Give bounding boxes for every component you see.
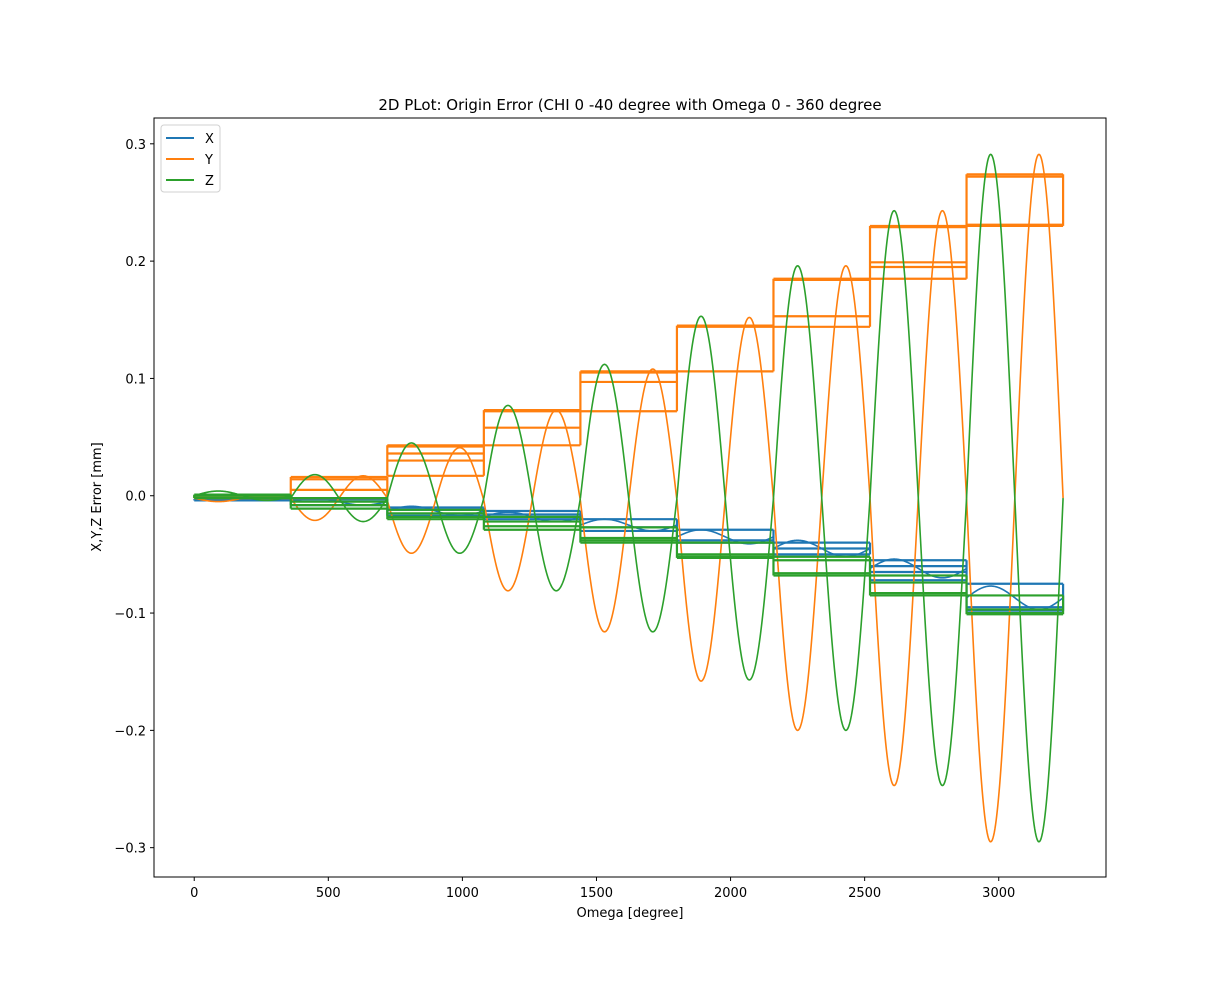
x-tick-label: 2500 xyxy=(848,886,881,901)
series-z-wave-7 xyxy=(869,209,968,787)
x-tick-label: 1000 xyxy=(446,886,479,901)
series-z-wave-3 xyxy=(483,404,582,592)
series-z-wave-2 xyxy=(386,442,485,555)
legend-label-x: X xyxy=(205,132,214,147)
series-x-wave-2 xyxy=(387,505,485,517)
y-tick-label: −0.3 xyxy=(114,842,146,857)
series-x-steps-7 xyxy=(868,559,968,582)
series-x-wave-8 xyxy=(966,585,1064,611)
series-layer xyxy=(193,153,1065,843)
series-z xyxy=(193,153,1065,843)
series-y-steps-4 xyxy=(579,370,679,413)
series-x-steps-8 xyxy=(965,582,1065,612)
y-axis: 0.3 0.2 0.1 0.0 −0.1 −0.2 −0.3 xyxy=(114,138,154,857)
x-tick-label: 0 xyxy=(190,886,198,901)
series-z-wave-4 xyxy=(579,363,678,633)
y-tick-label: 0.3 xyxy=(125,138,146,153)
x-axis-title: Omega [degree] xyxy=(577,906,684,921)
series-z-steps-6 xyxy=(772,555,872,577)
series-z-wave-6 xyxy=(772,264,871,732)
series-y-steps-3 xyxy=(482,409,582,447)
legend-label-y: Y xyxy=(204,153,213,168)
plot-frame xyxy=(153,117,1107,878)
series-z-steps-8 xyxy=(965,594,1065,616)
series-y-steps-7 xyxy=(868,224,968,280)
series-y-steps-6 xyxy=(772,277,872,328)
series-z-steps-3 xyxy=(482,515,582,531)
series-z-steps-7 xyxy=(868,574,968,597)
series-z-steps-2 xyxy=(386,508,485,521)
y-tick-label: −0.2 xyxy=(114,724,146,739)
legend-label-z: Z xyxy=(205,174,214,189)
x-axis: 0 500 1000 1500 2000 2500 3000 xyxy=(190,877,1015,901)
x-tick-label: 500 xyxy=(316,886,341,901)
series-x-wave-6 xyxy=(773,539,871,558)
series-x-wave-4 xyxy=(580,518,678,532)
y-tick-label: 0.1 xyxy=(125,372,146,387)
series-y-steps-8 xyxy=(965,173,1065,228)
y-tick-label: −0.1 xyxy=(114,607,146,622)
series-z-wave-8 xyxy=(965,153,1064,843)
x-tick-label: 3000 xyxy=(982,886,1015,901)
series-y-steps-5 xyxy=(675,324,775,373)
legend: XYZ xyxy=(160,124,221,193)
series-x-steps-3 xyxy=(482,509,582,521)
series-z-wave-0 xyxy=(194,490,291,502)
x-tick-label: 1500 xyxy=(580,886,613,901)
plot-area xyxy=(153,117,1107,878)
series-x-steps-0 xyxy=(193,498,292,502)
y-tick-label: 0.0 xyxy=(125,490,146,505)
y-tick-label: 0.2 xyxy=(125,255,146,270)
chart-title: 2D PLot: Origin Error (CHI 0 -40 degree … xyxy=(378,96,881,114)
series-z-steps-5 xyxy=(675,541,775,560)
series-z-steps-4 xyxy=(579,526,679,544)
series-z-wave-5 xyxy=(676,315,775,681)
series-y-steps-2 xyxy=(386,444,485,477)
y-axis-title: X,Y,Z Error [mm] xyxy=(90,442,105,551)
series-z-wave-1 xyxy=(290,473,388,523)
x-tick-label: 2000 xyxy=(714,886,747,901)
